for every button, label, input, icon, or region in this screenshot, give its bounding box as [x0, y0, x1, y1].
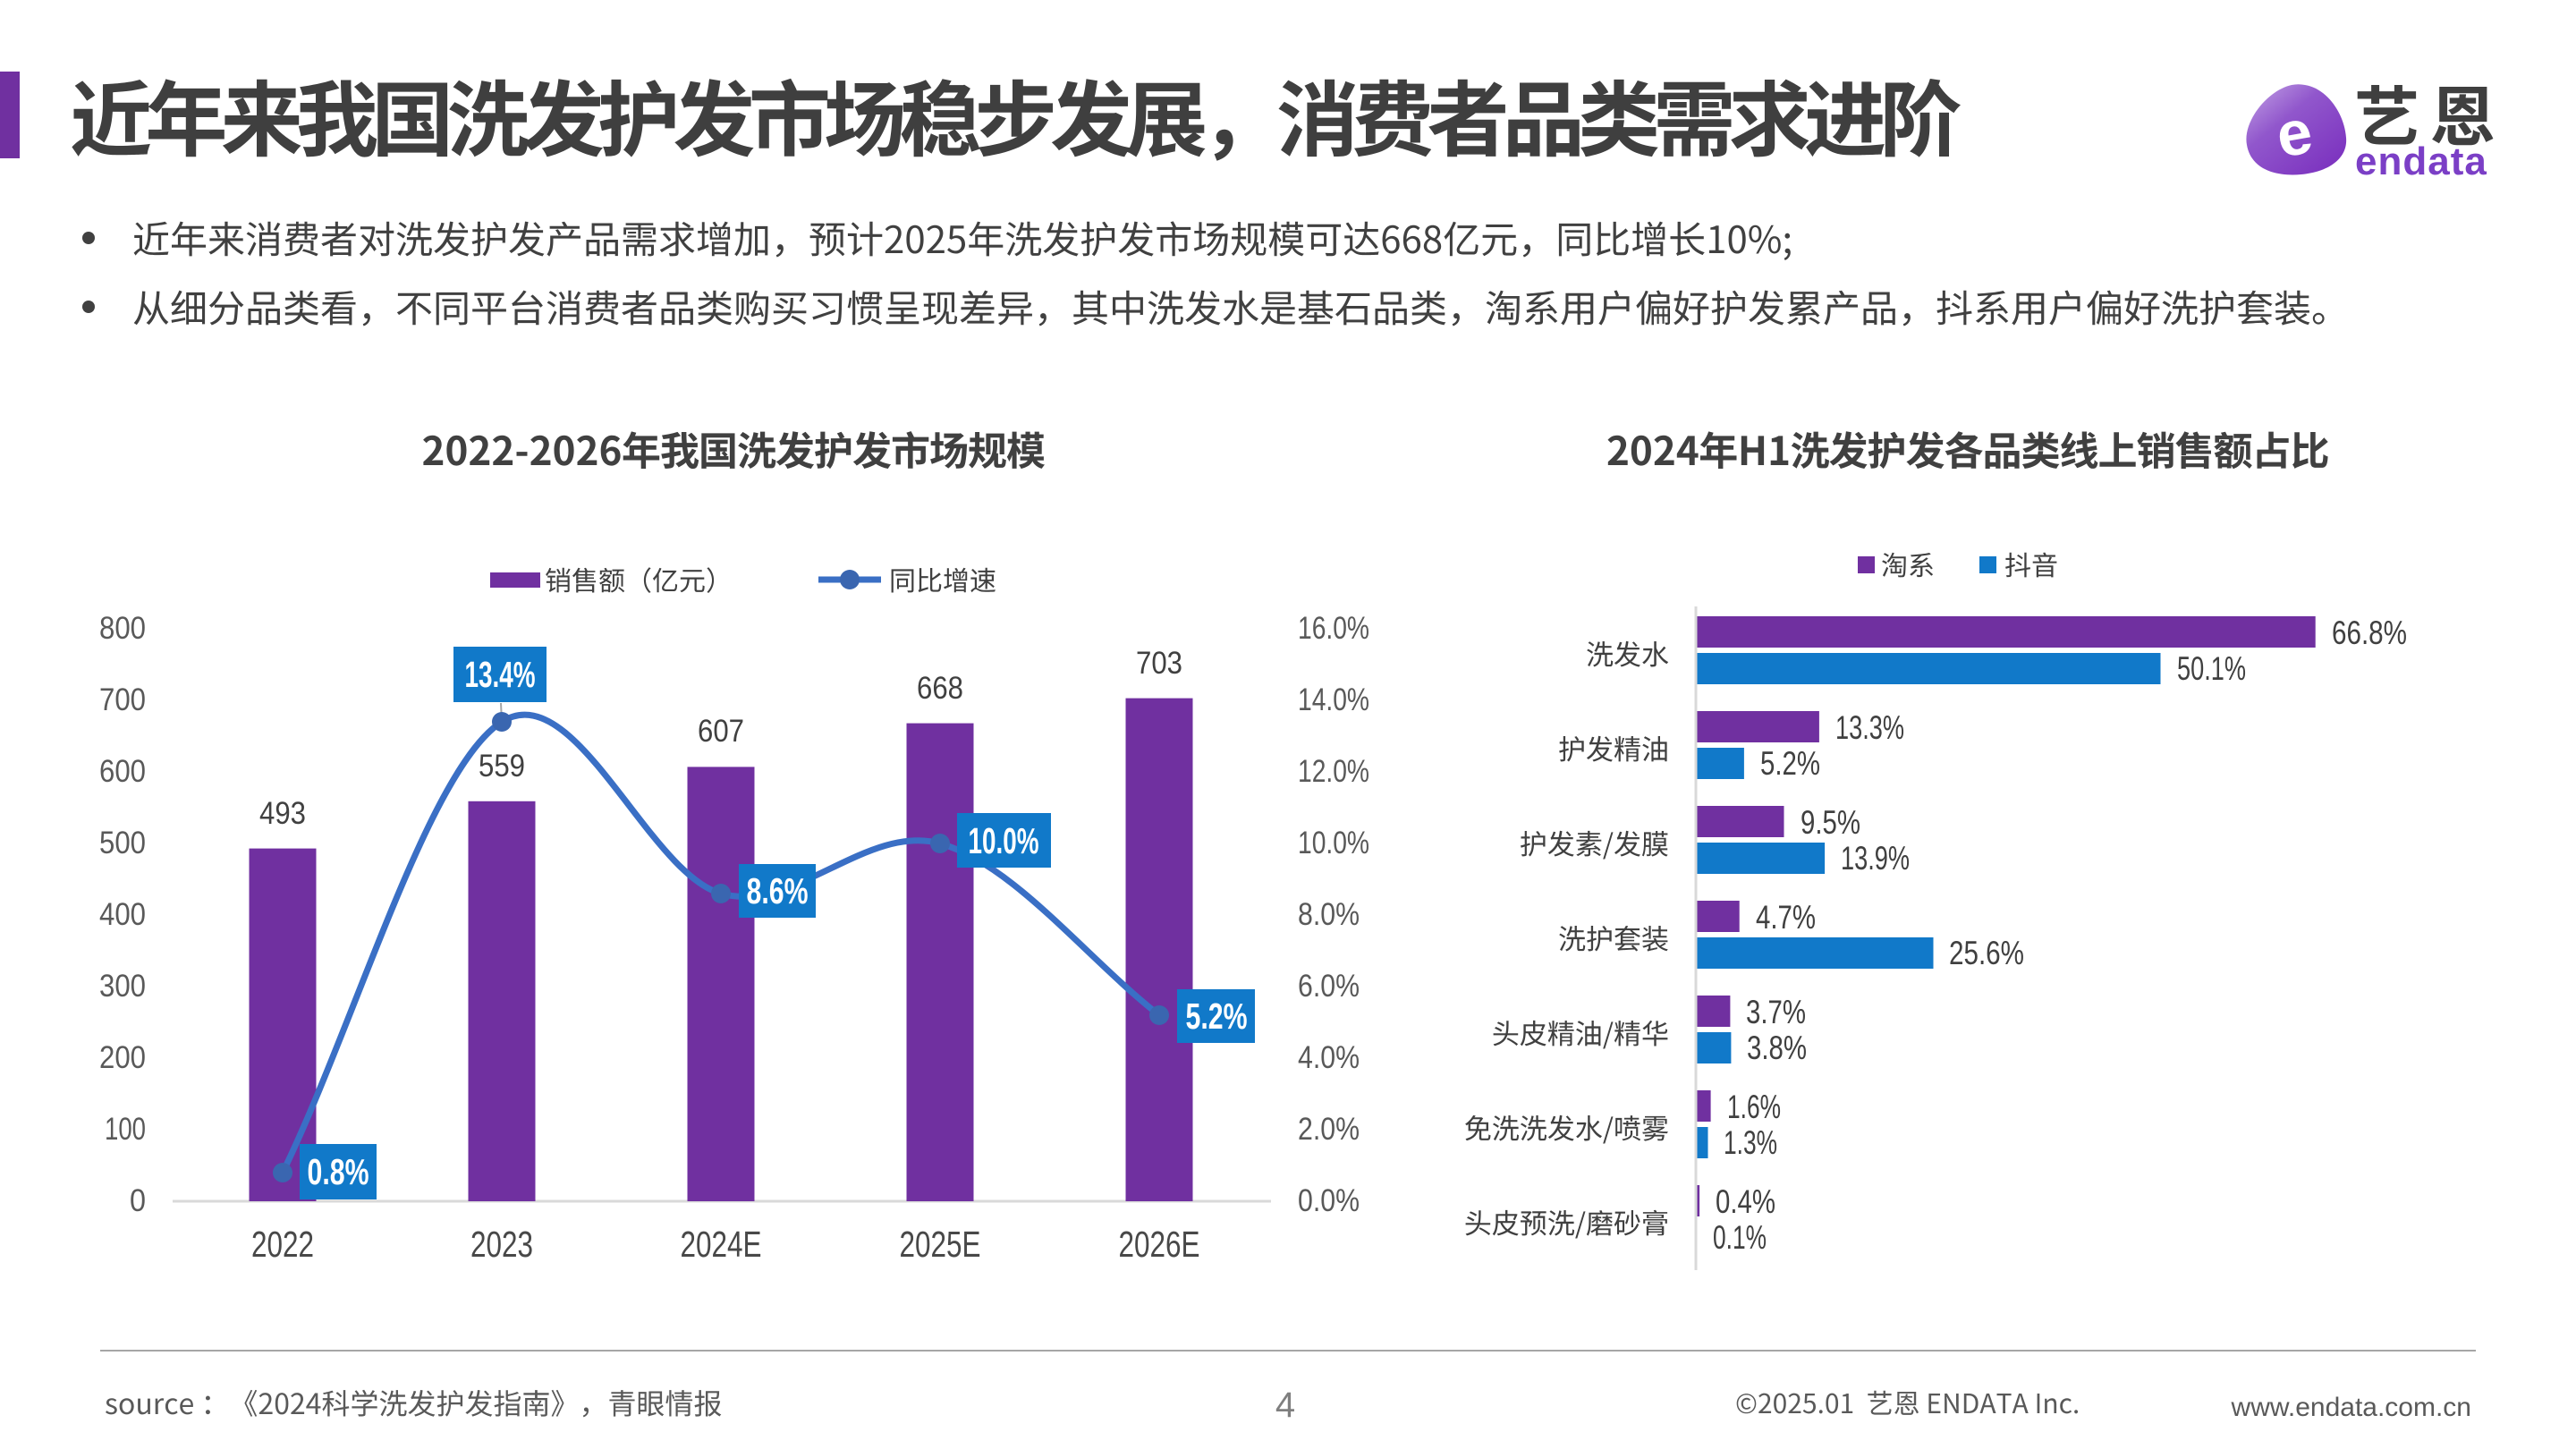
svg-text:0.4%: 0.4%: [1716, 1183, 1775, 1220]
svg-text:13.4%: 13.4%: [465, 654, 536, 695]
svg-text:0.8%: 0.8%: [308, 1151, 369, 1192]
svg-text:559: 559: [479, 749, 525, 784]
svg-text:25.6%: 25.6%: [1949, 935, 2024, 971]
svg-text:200: 200: [99, 1040, 146, 1075]
svg-text:4: 4: [1275, 1385, 1295, 1425]
svg-text:100: 100: [105, 1112, 146, 1147]
svg-text:10.0%: 10.0%: [1298, 826, 1369, 860]
svg-text:493: 493: [259, 796, 306, 831]
svg-text:1.3%: 1.3%: [1724, 1124, 1777, 1161]
svg-text:66.8%: 66.8%: [2332, 614, 2407, 651]
svg-text:600: 600: [99, 754, 146, 789]
svg-text:0.0%: 0.0%: [1298, 1183, 1360, 1218]
svg-text:1.6%: 1.6%: [1727, 1089, 1781, 1125]
svg-text:www.endata.com.cn: www.endata.com.cn: [2231, 1393, 2471, 1422]
svg-text:13.9%: 13.9%: [1841, 840, 1910, 877]
svg-text:14.0%: 14.0%: [1298, 682, 1369, 717]
svg-text:8.6%: 8.6%: [747, 870, 809, 911]
svg-text:12.0%: 12.0%: [1298, 754, 1369, 789]
svg-text:10.0%: 10.0%: [969, 820, 1039, 861]
svg-text:5.2%: 5.2%: [1760, 745, 1820, 782]
svg-text:endata: endata: [2355, 140, 2487, 183]
svg-text:4.7%: 4.7%: [1756, 899, 1816, 936]
svg-text:0: 0: [130, 1183, 146, 1218]
svg-text:2025E: 2025E: [900, 1224, 981, 1265]
svg-text:300: 300: [99, 969, 146, 1004]
svg-text:607: 607: [698, 714, 744, 749]
svg-text:2023: 2023: [470, 1224, 533, 1265]
svg-text:668: 668: [917, 671, 963, 706]
svg-text:3.7%: 3.7%: [1746, 994, 1806, 1030]
svg-text:500: 500: [99, 826, 146, 860]
svg-text:8.0%: 8.0%: [1298, 897, 1360, 932]
svg-text:703: 703: [1136, 646, 1182, 681]
svg-text:800: 800: [99, 611, 146, 646]
svg-text:400: 400: [99, 897, 146, 932]
svg-text:2024E: 2024E: [681, 1224, 762, 1265]
svg-text:2.0%: 2.0%: [1298, 1112, 1360, 1147]
svg-text:700: 700: [99, 682, 146, 717]
svg-text:16.0%: 16.0%: [1298, 611, 1369, 646]
svg-text:3.8%: 3.8%: [1747, 1030, 1807, 1066]
svg-text:0.1%: 0.1%: [1713, 1219, 1767, 1256]
svg-text:9.5%: 9.5%: [1801, 804, 1860, 841]
svg-text:6.0%: 6.0%: [1298, 969, 1360, 1004]
svg-text:50.1%: 50.1%: [2177, 650, 2246, 687]
svg-text:5.2%: 5.2%: [1186, 996, 1248, 1037]
svg-text:13.3%: 13.3%: [1835, 709, 1904, 746]
svg-text:2026E: 2026E: [1119, 1224, 1200, 1265]
svg-text:2022: 2022: [251, 1224, 314, 1265]
svg-text:4.0%: 4.0%: [1298, 1040, 1360, 1075]
